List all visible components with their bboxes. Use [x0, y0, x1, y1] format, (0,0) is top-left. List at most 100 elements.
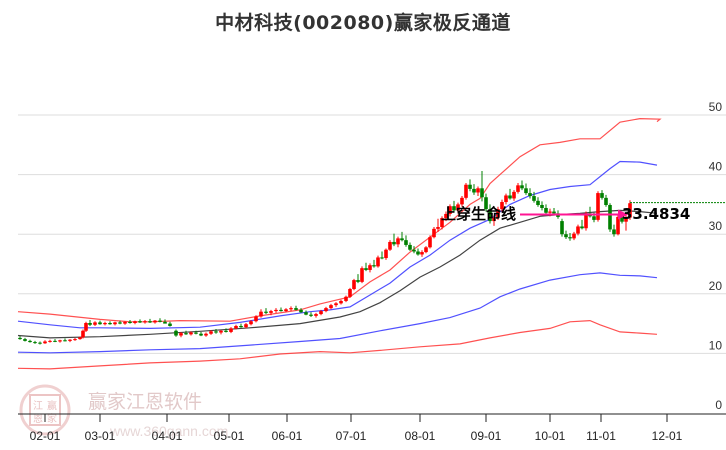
candle-body — [184, 333, 188, 335]
candle-body — [544, 207, 548, 213]
candle-body — [158, 320, 162, 322]
x-tick-label: 06-01 — [272, 429, 303, 443]
candle-body — [309, 314, 313, 316]
x-tick-label: 03-01 — [85, 429, 116, 443]
candle-body — [199, 333, 203, 336]
arrow-head-icon — [618, 209, 628, 220]
candle-body — [98, 322, 102, 325]
candle-body — [372, 265, 376, 267]
candle-body — [436, 227, 440, 229]
candle-body — [496, 209, 500, 218]
candle-body — [504, 195, 508, 203]
candle-body — [229, 328, 233, 332]
candle-body — [400, 238, 404, 241]
channel-lines — [17, 117, 662, 370]
candle-body — [600, 193, 604, 198]
candle-body — [334, 303, 338, 306]
candle-body — [484, 197, 488, 210]
candle-body — [33, 342, 37, 344]
watermark-seal-char: 恩 — [33, 413, 43, 425]
candle-body — [380, 257, 384, 259]
candle-body — [53, 340, 57, 342]
annotation-label: 上穿生命线 — [441, 205, 516, 223]
candle-body — [113, 322, 117, 325]
candle-body — [68, 339, 72, 341]
candle-body — [576, 226, 580, 234]
candle-body — [384, 249, 388, 259]
candle-body — [352, 280, 356, 290]
candle-body — [88, 323, 92, 325]
candle-body — [189, 332, 193, 335]
y-tick-label: 10 — [709, 338, 723, 352]
candle-body — [476, 188, 480, 193]
candle-body — [219, 330, 223, 333]
candle-body — [488, 209, 492, 222]
candle-body — [396, 238, 400, 245]
candle-body — [360, 268, 364, 282]
candle-body — [214, 331, 218, 333]
x-tick-label: 12-01 — [652, 429, 683, 443]
x-tick-label: 04-01 — [152, 429, 183, 443]
candle-body — [444, 213, 448, 219]
candle-body — [472, 188, 476, 193]
candle-body — [294, 308, 298, 310]
candle-body — [560, 221, 564, 235]
candle-body — [244, 324, 248, 328]
y-tick-label: 40 — [709, 160, 723, 174]
candle-body — [616, 216, 620, 235]
candle-body — [194, 332, 198, 334]
candle-body — [148, 321, 152, 323]
watermark-seal-char: 赢 — [47, 399, 57, 412]
candle-body — [123, 321, 127, 324]
candle-body — [364, 268, 368, 270]
candle-body — [179, 333, 183, 336]
candle-body — [388, 241, 392, 250]
y-tick-label: 20 — [709, 279, 723, 293]
candle-body — [314, 314, 318, 316]
candle-body — [376, 257, 380, 267]
candle-body — [43, 341, 47, 344]
channel-lower-outer — [17, 319, 658, 370]
candle-body — [28, 340, 32, 343]
candle-body — [528, 193, 532, 197]
candle-body — [540, 204, 544, 208]
chart-title: 中材科技(002080)赢家极反通道 — [215, 12, 511, 34]
watermark-url: www.360gann.com — [109, 423, 228, 439]
candle-body — [128, 321, 132, 324]
candle-body — [412, 249, 416, 252]
candle-body — [520, 185, 524, 189]
candle-body — [492, 217, 496, 222]
x-tick-label: 08-01 — [405, 429, 436, 443]
x-tick-label: 09-01 — [471, 429, 502, 443]
candle-body — [552, 211, 556, 214]
candle-body — [608, 204, 612, 230]
watermark-seal-char: 家 — [47, 412, 57, 425]
y-tick-label: 30 — [709, 219, 723, 233]
candle-body — [254, 316, 258, 322]
candle-body — [319, 311, 323, 315]
x-tick-label: 07-01 — [336, 429, 367, 443]
candle-body — [73, 339, 77, 341]
candle-body — [284, 309, 288, 312]
candle-body — [596, 193, 600, 220]
candle-body — [416, 251, 420, 255]
channel-upper-outer — [17, 117, 662, 323]
watermark-seal-char: 江 — [33, 400, 43, 412]
watermark-seal-icon — [19, 384, 71, 436]
y-tick-label: 0 — [715, 398, 722, 412]
candle-body — [304, 312, 308, 315]
candle-body — [81, 330, 85, 338]
candle-body — [339, 300, 343, 304]
candle-body — [460, 197, 464, 205]
candle-body — [452, 206, 456, 211]
candle-body — [532, 196, 536, 201]
candle-body — [344, 296, 348, 301]
x-tick-label: 11-01 — [586, 429, 616, 443]
candle-body — [249, 321, 253, 325]
channel-upper-inner — [17, 160, 658, 330]
candle-body — [592, 216, 596, 220]
candle-body — [18, 337, 22, 340]
watermark-seal-square — [29, 394, 61, 426]
candle-body — [440, 218, 444, 228]
candle-body — [392, 241, 396, 245]
